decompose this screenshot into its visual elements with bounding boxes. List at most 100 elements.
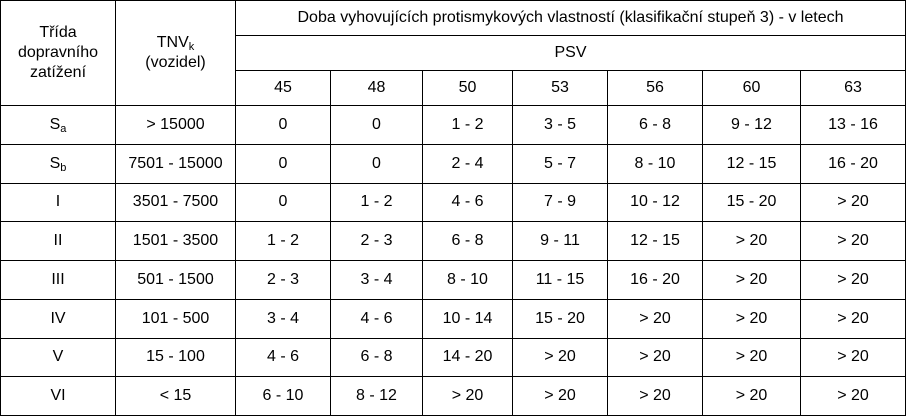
value-cell: 14 - 20 — [422, 337, 513, 378]
value-cell: 13 - 16 — [799, 105, 907, 145]
tnv-cell: 7501 - 15000 — [115, 143, 236, 184]
class-cell: V — [0, 337, 116, 378]
value-cell: 0 — [330, 105, 423, 145]
tnv-header-unit: (vozidel) — [145, 54, 206, 71]
value-cell: > 20 — [702, 221, 801, 261]
tnv-cell: 101 - 500 — [115, 298, 236, 339]
span-title: Doba vyhovujících protismykových vlastno… — [234, 0, 907, 36]
tnv-subscript: k — [188, 41, 195, 53]
value-cell: 8 - 12 — [330, 376, 423, 416]
psv-value-header: 48 — [330, 70, 423, 106]
class-header-line: zatížení — [29, 64, 87, 81]
value-cell: > 20 — [799, 376, 907, 416]
tnv-cell: < 15 — [115, 376, 236, 416]
value-cell: 8 - 10 — [607, 143, 703, 184]
value-cell: > 20 — [799, 260, 907, 300]
psv-value-header: 56 — [607, 70, 703, 106]
value-cell: > 20 — [702, 260, 801, 300]
tnv-cell: > 15000 — [115, 105, 236, 145]
class-label: IV — [50, 309, 66, 327]
value-cell: > 20 — [799, 182, 907, 223]
value-cell: 9 - 11 — [512, 221, 608, 261]
value-cell: > 20 — [607, 376, 703, 416]
psv-value-header: 60 — [702, 70, 801, 106]
value-cell: 15 - 20 — [512, 298, 608, 339]
psv-value-header: 45 — [235, 70, 331, 106]
class-label: III — [51, 270, 65, 288]
value-cell: > 20 — [799, 298, 907, 339]
value-cell: 12 - 15 — [607, 221, 703, 261]
value-cell: 1 - 2 — [422, 105, 513, 145]
class-subscript: b — [60, 161, 67, 174]
value-cell: 6 - 8 — [330, 337, 423, 378]
value-cell: > 20 — [422, 376, 513, 416]
psv-label: PSV — [234, 35, 907, 71]
value-cell: > 20 — [607, 298, 703, 339]
value-cell: 4 - 6 — [330, 298, 423, 339]
value-cell: > 20 — [512, 337, 608, 378]
value-cell: 0 — [235, 143, 331, 184]
psv-value-header: 53 — [512, 70, 608, 106]
value-cell: 0 — [235, 105, 331, 145]
value-cell: 8 - 10 — [422, 260, 513, 300]
value-cell: 10 - 12 — [607, 182, 703, 223]
value-cell: > 20 — [702, 298, 801, 339]
class-label: S — [49, 115, 61, 133]
class-label: VI — [50, 387, 66, 405]
value-cell: > 20 — [799, 337, 907, 378]
tnv-cell: 1501 - 3500 — [115, 221, 236, 261]
class-cell: IV — [0, 298, 116, 339]
class-label: I — [55, 193, 61, 211]
value-cell: 11 - 15 — [512, 260, 608, 300]
tnv-header: TNVk (vozidel) — [115, 0, 236, 106]
psv-value-header: 50 — [422, 70, 513, 106]
value-cell: 3 - 5 — [512, 105, 608, 145]
psv-value-header: 63 — [799, 70, 907, 106]
value-cell: 7 - 9 — [512, 182, 608, 223]
value-cell: > 20 — [702, 376, 801, 416]
value-cell: 16 - 20 — [799, 143, 907, 184]
value-cell: 15 - 20 — [702, 182, 801, 223]
class-cell: VI — [0, 376, 116, 416]
class-cell: Sa — [0, 105, 116, 145]
value-cell: > 20 — [702, 337, 801, 378]
class-label: II — [53, 232, 63, 250]
value-cell: 1 - 2 — [235, 221, 331, 261]
class-cell: I — [0, 182, 116, 223]
class-label: S — [49, 154, 61, 172]
value-cell: > 20 — [607, 337, 703, 378]
psv-values-row: 45 48 50 53 56 60 63 — [1, 70, 907, 106]
value-cell: 1 - 2 — [330, 182, 423, 223]
value-cell: 16 - 20 — [607, 260, 703, 300]
value-cell: 4 - 6 — [235, 337, 331, 378]
table-header: Třída dopravního zatížení TNVk (vozidel)… — [0, 0, 907, 106]
value-cell: 6 - 8 — [607, 105, 703, 145]
value-cell: 5 - 7 — [512, 143, 608, 184]
value-cell: 3 - 4 — [330, 260, 423, 300]
value-cell: 0 — [330, 143, 423, 184]
value-cell: 10 - 14 — [422, 298, 513, 339]
value-cell: 6 - 10 — [235, 376, 331, 416]
tnv-cell: 15 - 100 — [115, 337, 236, 378]
class-header-line: dopravního — [17, 44, 99, 61]
value-cell: 6 - 8 — [422, 221, 513, 261]
table-row: VI < 15 6 - 10 8 - 12 > 20 > 20 > 20 > 20 > 20 — [0, 376, 907, 416]
value-cell: 9 - 12 — [702, 105, 801, 145]
value-cell: > 20 — [799, 221, 907, 261]
value-cell: 2 - 3 — [330, 221, 423, 261]
value-cell: 2 - 4 — [422, 143, 513, 184]
value-cell: > 20 — [512, 376, 608, 416]
class-header-line: Třída — [39, 24, 77, 41]
class-cell: Sb — [0, 143, 116, 184]
value-cell: 12 - 15 — [702, 143, 801, 184]
tnv-header-label: TNVk — [156, 34, 195, 53]
